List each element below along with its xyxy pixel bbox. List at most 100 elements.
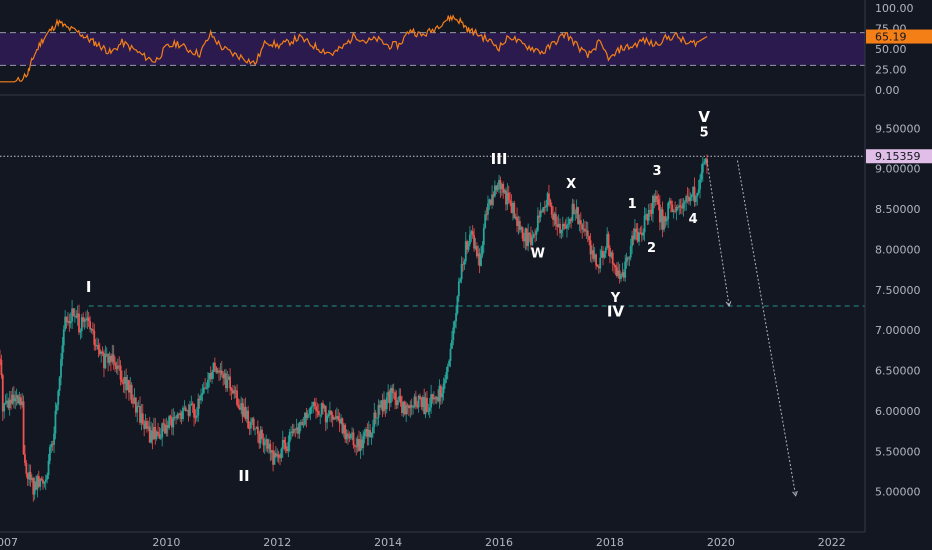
candle-body [158,434,161,439]
candle-body [528,232,531,235]
candle-body [650,210,653,214]
candle-body [146,421,148,429]
candle-body [139,406,141,423]
time-axis[interactable]: 2007 2010 2012 2014 2016 2018 2020 2022 [0,531,865,549]
candle-body [693,186,696,202]
candle-body [281,440,284,449]
candle-body [134,397,137,413]
candle-body [657,199,660,205]
candle-body [378,405,381,408]
candle-body [500,184,503,190]
price-tick-label: 7.50000 [875,284,921,297]
candle-body [191,403,194,405]
candle-body [263,442,266,446]
candle-body [255,426,258,429]
candle-body [694,196,697,202]
candle-body [112,354,115,363]
candle-body [510,203,513,214]
candle-body [548,193,550,200]
candle-body [61,345,64,360]
candle-body [348,435,351,439]
candle-body [155,431,158,439]
candle-body [660,209,663,223]
candle-body [302,424,305,426]
candle-body [584,228,586,232]
candle-body [622,272,625,278]
candle-body [67,321,69,323]
candle-body [53,433,55,445]
wave-label: III [491,150,508,168]
candle-body [47,460,50,476]
candle-body [173,416,176,418]
candle-body [688,197,690,202]
rsi-tick-label: 50.00 [875,43,907,56]
candle-body [319,414,322,416]
candle-body [119,365,122,380]
rsi-panel[interactable] [0,14,865,83]
candle-body [507,192,510,201]
candle-body [32,478,35,495]
candle-body [201,393,204,396]
candle-body [75,315,78,318]
candle-body [613,263,615,266]
candle-body [635,228,638,232]
candle-body [477,253,480,257]
candle-body [123,377,126,384]
candle-body [352,432,355,446]
candle-body [60,359,62,378]
candle-body [7,400,10,408]
candle-body [672,210,675,212]
candle-body [640,232,643,236]
candle-body [230,388,233,391]
candle-body [532,234,535,238]
candle-body [244,406,247,419]
candle-body [161,423,164,438]
rsi-value-label: 65.19 [875,31,907,44]
candle-body [416,404,419,408]
time-tick-label: 2014 [374,536,402,549]
price-tick-label: 6.00000 [875,405,921,418]
candle-body [25,462,28,474]
candle-body [462,264,464,265]
candle-body [509,200,512,204]
candle-body [36,476,39,490]
candle-body [480,255,482,266]
candle-body [341,418,344,434]
candle-body [187,409,190,416]
candle-body [652,195,654,214]
candle-body [392,392,395,394]
candle-body [639,232,642,234]
candle-body [297,427,299,434]
candle-body [703,161,706,164]
candle-body [186,409,189,411]
price-scale[interactable]: 100.0075.0050.0025.000.0065.199.500009.0… [864,0,932,532]
candle-body [676,207,679,208]
candle-body [266,439,269,449]
wave-label: IV [607,302,625,320]
candle-body [689,196,692,202]
candle-body [658,204,661,223]
candle-body [287,442,290,452]
candle-body [189,404,191,416]
candle-body [39,478,42,487]
candle-body [130,384,133,403]
candle-body [409,405,412,409]
candle-body [222,374,225,379]
candle-body [28,471,31,480]
candle-body [291,431,294,433]
candle-body [582,228,585,230]
candle-body [377,405,380,418]
rsi-tick-label: 0.00 [875,84,900,97]
candle-body [345,433,348,440]
candle-body [561,223,564,230]
candle-body [376,417,378,419]
candle-body [568,219,571,224]
candle-body [663,216,665,230]
candle-body [667,203,670,220]
projection-arrow-line [706,160,730,307]
candle-body [204,387,207,389]
candle-body [530,234,532,245]
candle-body [227,376,230,380]
